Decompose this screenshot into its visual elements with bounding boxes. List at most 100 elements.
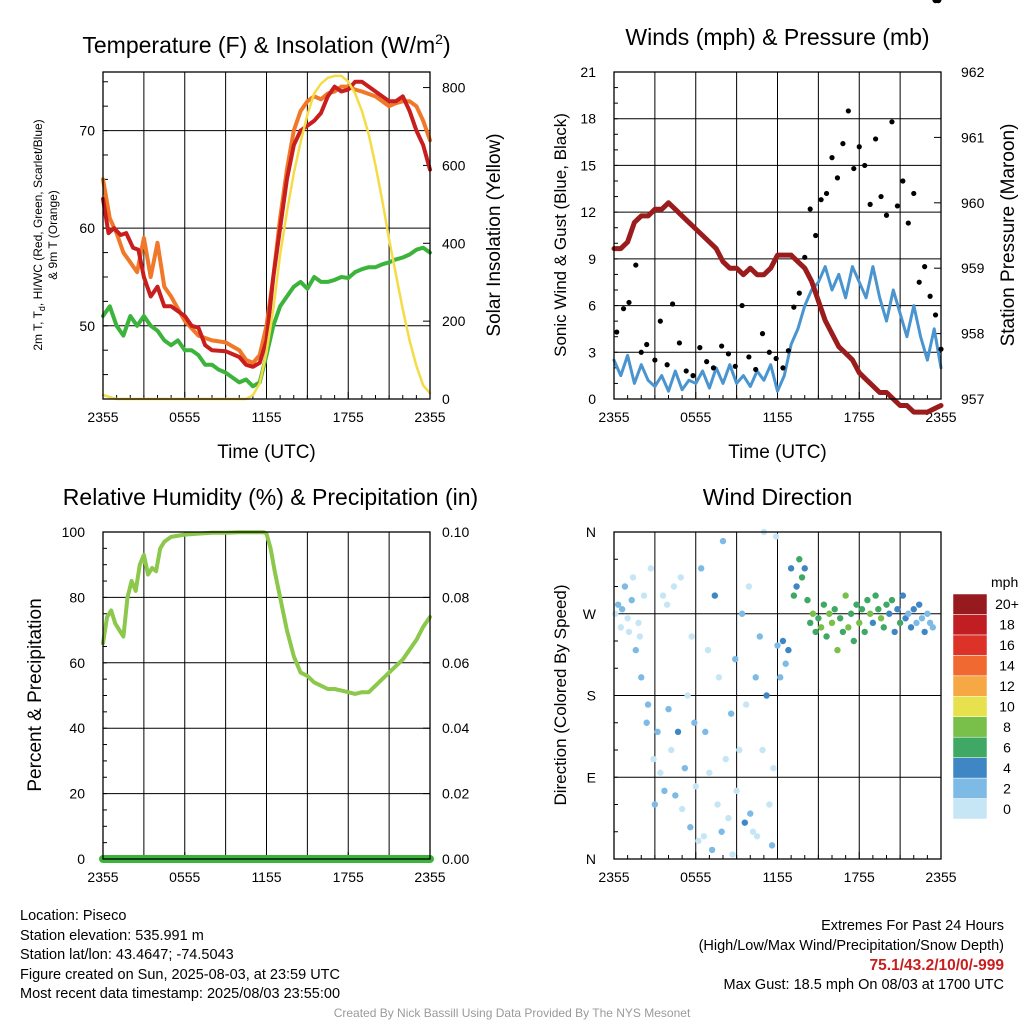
y2-tick-label: 0.04 [442,720,469,736]
plot-border [613,531,942,860]
x-tick-label: 2355 [87,409,118,425]
direction-point [747,810,754,817]
colorbar-swatch [952,593,988,615]
direction-point [635,619,642,627]
direction-point [698,565,705,572]
x-tick-label: 1155 [762,409,792,425]
direction-point [678,805,686,813]
colorbar-swatch [952,634,988,656]
direction-point [650,755,657,763]
direction-point [661,787,668,795]
direction-point [785,646,792,654]
x-tick-label: 2355 [925,869,956,885]
colorbar-label: 20+ [995,596,1019,612]
gust-point [739,302,745,309]
gust-point [883,212,890,218]
y2-tick-label: 957 [961,391,985,407]
direction-point [801,565,808,572]
station-info: Location: Piseco Station elevation: 535.… [20,907,340,1005]
series-line-1 [611,200,944,415]
colorbar-swatch [952,757,988,779]
x-tick-label: 2355 [414,409,445,425]
y-tick-label: 50 [79,318,95,334]
station-elevation: Station elevation: 535.991 m [20,927,204,944]
colorbar-label: 4 [1003,760,1011,776]
colorbar-label: 16 [999,637,1015,653]
x-tick-label: 0555 [169,869,200,885]
direction-point [770,764,777,772]
y2-tick-label: 961 [961,129,985,145]
direction-point [853,601,860,608]
plot-border [613,71,942,400]
y-tick-label: 70 [79,123,95,139]
y2-tick-label: 0.06 [442,655,469,671]
gust-point [807,206,813,212]
direction-point [774,642,781,649]
y-tick-label: 40 [69,720,85,736]
direction-point [768,842,776,849]
y2-tick-label: 800 [442,80,466,96]
direction-point [886,610,893,617]
y-tick-label: N [586,524,596,540]
y-tick-label: 15 [580,157,596,173]
gust-point [676,340,683,346]
gust-point [614,329,620,335]
y-tick-label: 3 [588,344,596,360]
gust-point [840,141,846,147]
direction-point [766,801,773,808]
y-axis-label: 2m T, Td, HI/WC (Red, Green, Scarlet/Blu… [31,119,47,350]
gust-point [780,365,786,371]
gust-point [894,203,901,209]
direction-point [677,574,684,581]
direction-point [640,592,648,599]
chart-title-end: ) [443,32,451,58]
y-tick-label: 20 [69,786,85,802]
direction-point [880,624,887,631]
direction-point [742,701,750,708]
direction-point [913,619,920,627]
direction-point [847,610,855,617]
direction-point [894,606,901,613]
y-tick-label: 6 [588,298,596,314]
colorbar-swatch [952,655,988,677]
y2-tick-label: 960 [961,195,985,211]
direction-point [763,692,770,699]
gust-point [802,254,808,260]
y2-tick-label: 0.10 [442,524,469,540]
direction-point [787,565,795,572]
colorbar-label: 8 [1003,719,1011,735]
gust-point [626,299,632,306]
direction-point [722,755,729,763]
direction-point [618,606,626,613]
chart-title: Relative Humidity (%) & Precipitation (i… [63,484,478,510]
gust-point [823,190,830,197]
x-tick-label: 1155 [762,869,792,885]
gust-point [683,368,689,374]
gust-point [766,349,772,355]
direction-point [654,728,661,736]
direction-point [856,619,863,627]
gust-point [746,354,752,360]
direction-point [861,628,868,636]
direction-point [668,746,675,754]
direction-point [866,610,874,617]
direction-point [706,769,713,776]
gust-point [719,343,725,349]
x-axis-label: Time (UTC) [728,442,827,463]
direction-point [796,556,803,563]
direction-point [798,574,806,581]
y2-tick-label: 0.00 [442,851,469,867]
colorbar-title: mph [991,574,1018,590]
direction-point [629,574,637,581]
gust-point [889,119,895,125]
x-tick-label: 1755 [844,869,875,885]
direction-point [872,592,879,599]
direction-point [647,565,654,572]
direction-point [875,606,882,613]
y-axis-label: Percent & Precipitation [25,598,46,791]
direction-point [823,633,830,640]
colorbar: mph 0 2 4 6 8 10 12 14 16 18 20+ [952,574,1019,820]
plot-border [102,71,431,400]
direction-point [741,819,748,826]
